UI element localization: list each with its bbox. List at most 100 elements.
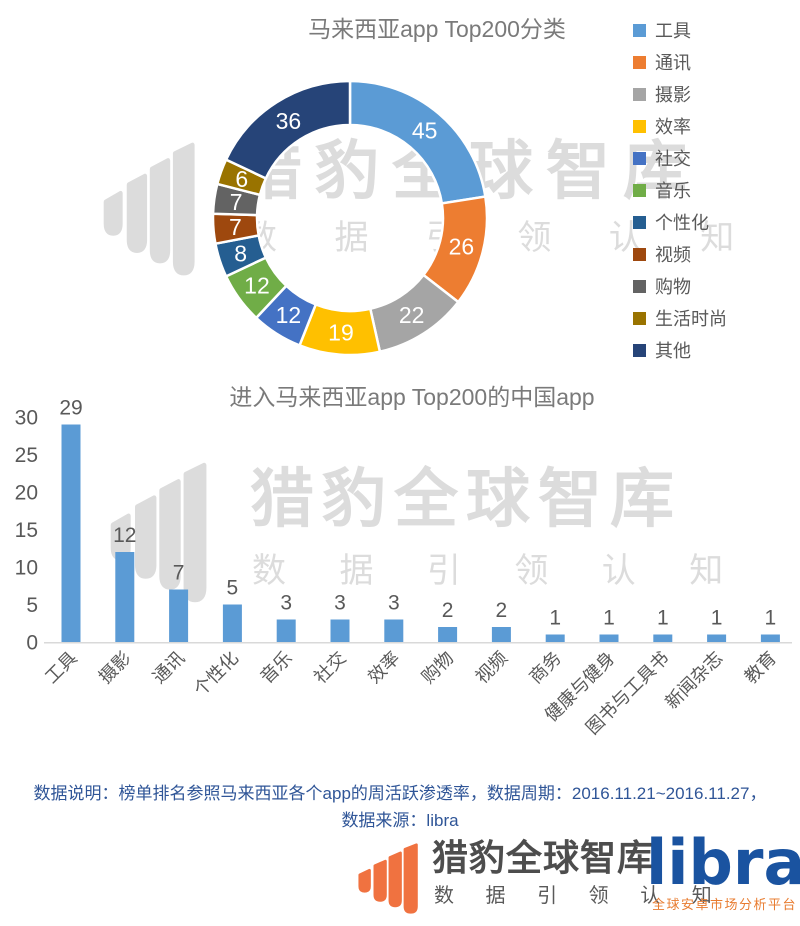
legend-item-6: 个性化: [633, 206, 727, 238]
data-note-line1: 数据说明：榜单排名参照马来西亚各个app的周活跃渗透率，数据周期：2016.11…: [33, 784, 767, 803]
legend-item-3: 效率: [633, 110, 727, 142]
brand-bar-shape: [172, 142, 195, 276]
donut-value-label-2: 22: [399, 302, 425, 328]
bar-value-label-2: 7: [173, 562, 185, 585]
bar-chart-section: 猎豹全球智库 数 据 引 领 认 知 进入马来西亚app Top200的中国ap…: [0, 370, 800, 775]
donut-segment-10: [224, 79, 352, 181]
bar-value-label-11: 1: [657, 607, 669, 630]
legend-swatch-7: [633, 247, 646, 261]
donut-chart-title: 马来西亚app Top200分类: [308, 16, 566, 42]
bar-value-label-3: 5: [227, 577, 239, 600]
legend-item-4: 社交: [633, 142, 727, 174]
brand-bar-shape: [103, 190, 123, 236]
legend-item-2: 摄影: [633, 78, 727, 110]
brand-bar-shape: [373, 859, 387, 902]
bar-value-label-12: 1: [711, 607, 723, 630]
legend-label-8: 购物: [655, 277, 691, 297]
donut-legend: 工具通讯摄影效率社交音乐个性化视频购物生活时尚其他: [633, 14, 727, 366]
x-category-label-4: 音乐: [256, 648, 296, 688]
donut-value-label-7: 7: [229, 214, 242, 240]
bar-value-label-6: 3: [388, 592, 400, 615]
legend-item-10: 其他: [633, 334, 727, 366]
cheetah-bars-icon: [103, 140, 198, 283]
y-tick-5: 5: [26, 594, 38, 617]
bar-value-label-8: 2: [496, 599, 508, 622]
legend-swatch-5: [633, 183, 646, 197]
legend-label-6: 个性化: [655, 213, 709, 233]
bar-7: [438, 627, 458, 642]
bar-value-label-9: 1: [549, 607, 561, 630]
brand-bar-shape: [403, 843, 418, 914]
bar-2: [169, 589, 189, 642]
donut-value-label-9: 6: [235, 166, 248, 192]
y-tick-30: 30: [15, 406, 38, 429]
x-category-label-6: 效率: [364, 648, 404, 688]
x-category-label-12: 新闻杂志: [661, 648, 726, 713]
x-category-label-9: 商务: [525, 648, 565, 688]
bar-0: [61, 424, 81, 642]
legend-swatch-10: [633, 343, 646, 357]
data-note-line2: 数据来源：libra: [341, 811, 459, 830]
brand-bar-shape: [388, 851, 402, 908]
x-category-label-13: 教育: [741, 648, 781, 688]
bar-value-label-0: 29: [59, 397, 82, 420]
brand-bar-shape: [149, 158, 171, 264]
bar-chart-svg: 0 5 10 15 20 25 30 29 工具 12 摄影 7 通讯 5 个性化 3 音乐 3 社交 3 效率 2 购物 2…: [15, 397, 792, 738]
legend-item-1: 通讯: [633, 46, 727, 78]
legend-item-8: 购物: [633, 270, 727, 302]
legend-swatch-8: [633, 279, 646, 293]
x-category-label-1: 摄影: [95, 648, 135, 688]
donut-value-label-3: 19: [328, 320, 354, 346]
x-category-label-5: 社交: [310, 648, 350, 688]
bar-value-label-5: 3: [334, 592, 346, 615]
donut-value-label-0: 45: [412, 118, 438, 144]
donut-chart-section: 猎豹全球智库 数 据 引 领 认 知 马来西亚app Top200分类 4526…: [0, 0, 800, 370]
bar-11: [653, 634, 673, 642]
legend-item-7: 视频: [633, 238, 727, 270]
legend-swatch-9: [633, 311, 646, 325]
legend-swatch-0: [633, 23, 646, 37]
cheetah-bars-svg: [103, 142, 195, 276]
bar-chart: 0 5 10 15 20 25 30 29 工具 12 摄影 7 通讯 5 个性化 3 音乐 3 社交 3 效率 2 购物 2…: [0, 370, 800, 775]
legend-swatch-3: [633, 119, 646, 133]
donut-value-label-5: 12: [244, 273, 270, 299]
legend-label-4: 社交: [655, 149, 691, 169]
legend-item-9: 生活时尚: [633, 302, 727, 334]
libra-logo: libra: [646, 826, 800, 899]
donut-value-label-4: 12: [276, 302, 302, 328]
bar-1: [115, 552, 135, 642]
bar-value-label-4: 3: [280, 592, 292, 615]
bar-value-label-7: 2: [442, 599, 454, 622]
legend-swatch-2: [633, 87, 646, 101]
legend-label-1: 通讯: [655, 53, 691, 73]
y-tick-15: 15: [15, 519, 38, 542]
donut-value-label-10: 36: [276, 108, 302, 134]
libra-tagline: 全球安卓市场分析平台: [652, 897, 798, 912]
donut-chart: 45 26 22 19 12 12 8 7 7 6 36: [205, 70, 505, 370]
legend-item-5: 音乐: [633, 174, 727, 206]
legend-label-10: 其他: [655, 341, 691, 361]
legend-swatch-4: [633, 151, 646, 165]
bar-5: [330, 619, 350, 642]
legend-label-2: 摄影: [655, 85, 691, 105]
bar-4: [276, 619, 296, 642]
bar-12: [707, 634, 727, 642]
bar-9: [545, 634, 565, 642]
legend-swatch-6: [633, 215, 646, 229]
legend-label-7: 视频: [655, 245, 691, 265]
bar-chart-title: 进入马来西亚app Top200的中国app: [229, 384, 595, 410]
brand-tagline: 数 据 引 领 认 知: [434, 885, 725, 907]
x-category-label-7: 购物: [418, 648, 458, 688]
bar-value-label-1: 12: [113, 524, 136, 547]
legend-label-9: 生活时尚: [655, 309, 727, 329]
y-tick-20: 20: [15, 481, 38, 504]
bar-10: [599, 634, 619, 642]
x-category-label-2: 通讯: [149, 648, 189, 688]
y-tick-10: 10: [15, 556, 38, 579]
bar-13: [760, 634, 780, 642]
legend-item-0: 工具: [633, 14, 727, 46]
data-note: 数据说明：榜单排名参照马来西亚各个app的周活跃渗透率，数据周期：2016.11…: [0, 775, 800, 834]
bar-value-label-13: 1: [765, 607, 777, 630]
